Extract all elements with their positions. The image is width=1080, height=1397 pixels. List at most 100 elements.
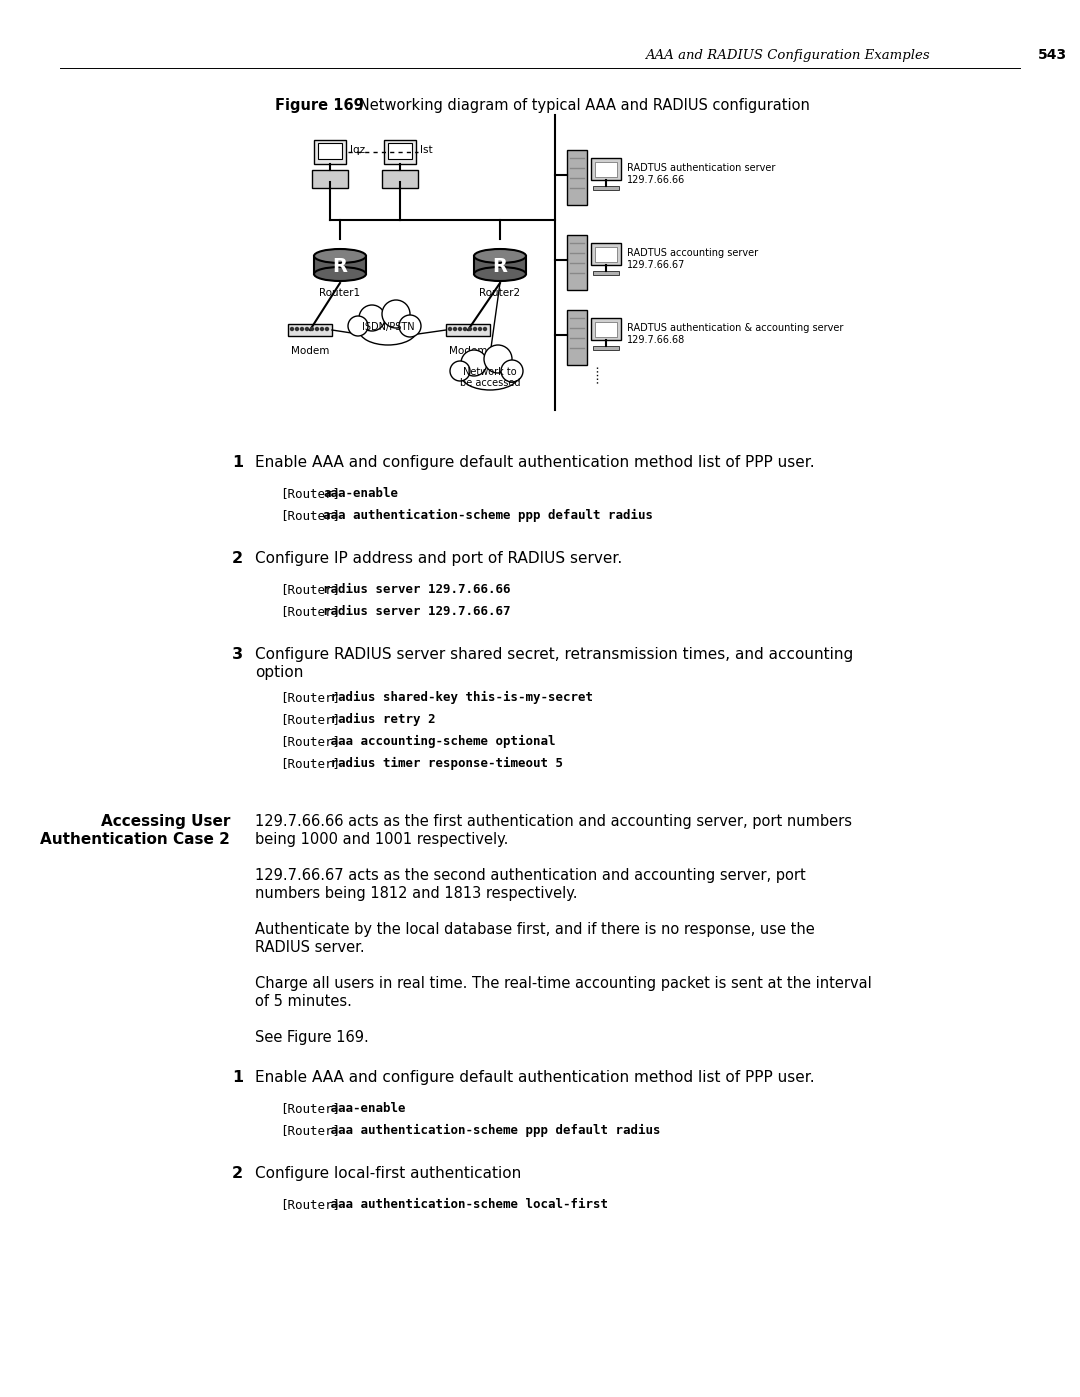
Text: [Router]: [Router] [280, 605, 340, 617]
Circle shape [461, 351, 487, 376]
Text: Network to: Network to [463, 367, 517, 377]
Text: aaa authentication-scheme ppp default radius: aaa authentication-scheme ppp default ra… [323, 1125, 661, 1137]
Text: lst: lst [420, 145, 433, 155]
Text: 129.7.66.66: 129.7.66.66 [627, 175, 685, 184]
Text: radius retry 2: radius retry 2 [323, 712, 435, 726]
Text: Enable AAA and configure default authentication method list of PPP user.: Enable AAA and configure default authent… [255, 1070, 814, 1085]
Circle shape [463, 327, 467, 331]
Text: 129.7.66.66 acts as the first authentication and accounting server, port numbers: 129.7.66.66 acts as the first authentica… [255, 814, 852, 828]
FancyBboxPatch shape [595, 247, 617, 263]
Text: Enable AAA and configure default authentication method list of PPP user.: Enable AAA and configure default authent… [255, 455, 814, 469]
Circle shape [473, 327, 476, 331]
Ellipse shape [461, 360, 519, 390]
Text: [Router]: [Router] [280, 1102, 340, 1115]
Ellipse shape [314, 249, 366, 263]
Text: [Router]: [Router] [280, 757, 340, 770]
Circle shape [469, 327, 472, 331]
FancyBboxPatch shape [384, 140, 416, 163]
Circle shape [448, 327, 451, 331]
Text: 129.7.66.67: 129.7.66.67 [627, 260, 686, 270]
Circle shape [484, 345, 512, 373]
Circle shape [296, 327, 298, 331]
Text: aaa authentication-scheme local-first: aaa authentication-scheme local-first [323, 1199, 608, 1211]
Text: [Router]: [Router] [280, 692, 340, 704]
Text: radius shared-key this-is-my-secret: radius shared-key this-is-my-secret [323, 692, 593, 704]
Text: Modem: Modem [449, 346, 487, 356]
Text: RADTUS authentication server: RADTUS authentication server [627, 163, 775, 173]
FancyBboxPatch shape [593, 186, 619, 190]
Text: AAA and RADIUS Configuration Examples: AAA and RADIUS Configuration Examples [645, 49, 930, 61]
Text: RADTUS accounting server: RADTUS accounting server [627, 249, 758, 258]
Circle shape [454, 327, 457, 331]
FancyBboxPatch shape [593, 346, 619, 351]
Text: 3: 3 [232, 647, 243, 662]
Text: aaa authentication-scheme ppp default radius: aaa authentication-scheme ppp default ra… [323, 509, 653, 522]
FancyBboxPatch shape [595, 162, 617, 177]
Text: Authentication Case 2: Authentication Case 2 [40, 833, 230, 847]
Circle shape [501, 360, 523, 381]
Circle shape [315, 327, 319, 331]
Text: RADIUS server.: RADIUS server. [255, 940, 365, 956]
Text: 129.7.66.67 acts as the second authentication and accounting server, port: 129.7.66.67 acts as the second authentic… [255, 868, 806, 883]
Text: [Router]: [Router] [280, 712, 340, 726]
Text: Accessing User: Accessing User [100, 814, 230, 828]
Text: aaa accounting-scheme optional: aaa accounting-scheme optional [323, 735, 556, 747]
Circle shape [484, 327, 486, 331]
Text: numbers being 1812 and 1813 respectively.: numbers being 1812 and 1813 respectively… [255, 886, 578, 901]
Circle shape [359, 305, 384, 331]
Text: Figure 169: Figure 169 [275, 98, 364, 113]
Text: [Router]: [Router] [280, 583, 340, 597]
FancyBboxPatch shape [382, 170, 418, 189]
Text: See Figure 169.: See Figure 169. [255, 1030, 368, 1045]
Text: being 1000 and 1001 respectively.: being 1000 and 1001 respectively. [255, 833, 509, 847]
Ellipse shape [474, 249, 526, 263]
Text: Charge all users in real time. The real-time accounting packet is sent at the in: Charge all users in real time. The real-… [255, 977, 872, 990]
Text: [Router]: [Router] [280, 509, 340, 522]
Text: Networking diagram of typical AAA and RADIUS configuration: Networking diagram of typical AAA and RA… [345, 98, 810, 113]
Circle shape [348, 316, 368, 337]
Text: radius timer response-timeout 5: radius timer response-timeout 5 [323, 757, 563, 770]
Text: [Router]: [Router] [280, 488, 340, 500]
Circle shape [382, 300, 410, 328]
Text: Configure local-first authentication: Configure local-first authentication [255, 1166, 522, 1180]
Text: radius server 129.7.66.67: radius server 129.7.66.67 [323, 605, 511, 617]
FancyBboxPatch shape [591, 319, 621, 339]
Text: of 5 minutes.: of 5 minutes. [255, 995, 352, 1009]
Text: Authenticate by the local database first, and if there is no response, use the: Authenticate by the local database first… [255, 922, 814, 937]
Circle shape [478, 327, 482, 331]
Ellipse shape [359, 314, 417, 345]
FancyBboxPatch shape [312, 170, 348, 189]
Text: RADTUS authentication & accounting server: RADTUS authentication & accounting serve… [627, 323, 843, 332]
Text: radius server 129.7.66.66: radius server 129.7.66.66 [323, 583, 511, 597]
Circle shape [300, 327, 303, 331]
Text: option: option [255, 665, 303, 680]
Ellipse shape [474, 267, 526, 281]
Text: 1: 1 [232, 1070, 243, 1085]
Circle shape [459, 327, 461, 331]
Circle shape [399, 314, 421, 337]
FancyBboxPatch shape [474, 256, 526, 274]
Text: R: R [492, 257, 508, 277]
Text: ISDN/PSTN: ISDN/PSTN [362, 321, 415, 332]
Text: be accessed: be accessed [460, 379, 521, 388]
FancyBboxPatch shape [591, 158, 621, 180]
Text: Router2: Router2 [480, 288, 521, 298]
Text: Configure IP address and port of RADIUS server.: Configure IP address and port of RADIUS … [255, 550, 622, 566]
Text: R: R [333, 257, 348, 277]
FancyBboxPatch shape [567, 149, 588, 205]
Text: Modem: Modem [291, 346, 329, 356]
Text: 1: 1 [232, 455, 243, 469]
Circle shape [450, 360, 470, 381]
Text: [Router]: [Router] [280, 1199, 340, 1211]
Text: Router1: Router1 [320, 288, 361, 298]
FancyBboxPatch shape [593, 271, 619, 275]
FancyBboxPatch shape [318, 142, 342, 159]
Text: 543: 543 [1038, 47, 1067, 61]
FancyBboxPatch shape [595, 321, 617, 337]
Circle shape [306, 327, 309, 331]
Text: lqz: lqz [350, 145, 365, 155]
Circle shape [311, 327, 313, 331]
FancyBboxPatch shape [388, 142, 411, 159]
FancyBboxPatch shape [567, 235, 588, 291]
Text: 2: 2 [232, 1166, 243, 1180]
